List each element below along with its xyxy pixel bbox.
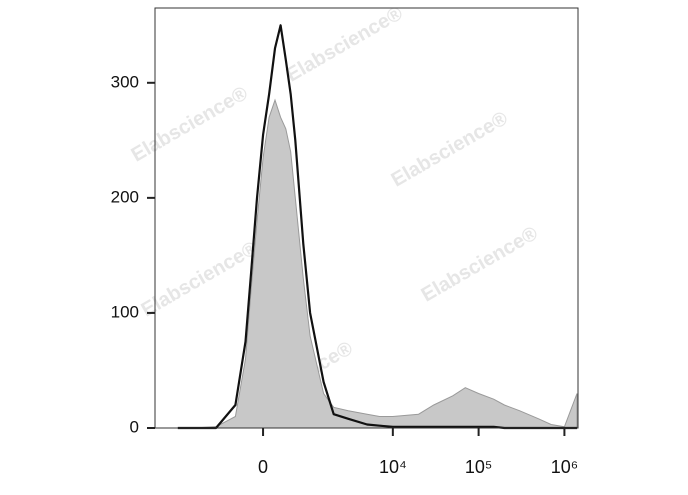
y-tick-label: 100 bbox=[111, 302, 139, 321]
watermark: Elabscience® bbox=[283, 2, 407, 86]
watermark: Elabscience® bbox=[418, 222, 542, 306]
watermark: Elabscience® bbox=[388, 107, 512, 191]
histogram-area bbox=[177, 98, 578, 429]
x-tick-label: 10⁴ bbox=[379, 457, 407, 477]
histogram-line bbox=[177, 24, 577, 430]
plot-frame bbox=[154, 7, 579, 429]
plot-area bbox=[177, 24, 578, 430]
x-tick-label: 10⁵ bbox=[465, 457, 492, 477]
y-tick-label: 200 bbox=[111, 187, 139, 206]
watermark: Elabscience® bbox=[138, 237, 262, 321]
watermark: Elabscience® bbox=[128, 82, 252, 166]
y-tick-label: 0 bbox=[130, 417, 139, 436]
x-tick-label: 10⁶ bbox=[551, 457, 578, 477]
y-tick-label: 300 bbox=[111, 72, 139, 91]
x-tick-label: 0 bbox=[258, 457, 268, 477]
